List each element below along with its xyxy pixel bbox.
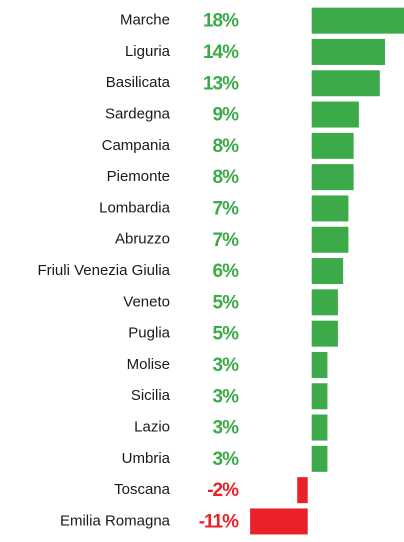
bar (311, 70, 380, 97)
category-label: Veneto (123, 293, 170, 310)
bar (311, 7, 404, 34)
bar (311, 383, 328, 410)
category-label: Basilicata (106, 74, 171, 91)
value-label: 8% (213, 167, 240, 188)
value-label: 3% (213, 386, 240, 407)
category-label: Sardegna (105, 106, 171, 123)
bar (297, 477, 308, 504)
category-label: Lazio (134, 419, 170, 436)
bar (311, 195, 349, 222)
bar (311, 258, 344, 285)
bar (311, 445, 328, 472)
category-label: Molise (127, 356, 170, 373)
category-label: Abruzzo (115, 231, 170, 248)
category-label: Sicilia (131, 387, 171, 404)
value-label: 7% (213, 230, 240, 251)
category-label: Toscana (114, 481, 171, 498)
category-label: Umbria (122, 450, 171, 467)
bar (311, 226, 349, 253)
value-label: 14% (203, 42, 239, 63)
value-label: 18% (203, 11, 239, 32)
bar (311, 414, 328, 441)
value-label: 3% (213, 355, 240, 376)
bar (311, 164, 354, 191)
value-label: 5% (213, 292, 240, 313)
value-label: 3% (213, 418, 240, 439)
bar (311, 132, 354, 159)
category-label: Lombardia (99, 199, 171, 216)
value-label: 7% (213, 198, 240, 219)
value-label: 3% (213, 449, 240, 470)
category-label: Piemonte (107, 168, 170, 185)
value-label: 8% (213, 136, 240, 157)
value-label: 5% (213, 324, 240, 345)
bar (311, 320, 338, 347)
bar (311, 38, 386, 65)
value-label: -2% (207, 480, 239, 501)
category-label: Puglia (128, 325, 170, 342)
value-label: 13% (203, 73, 239, 94)
bar (311, 351, 328, 378)
value-label: 6% (213, 261, 240, 282)
category-label: Marche (120, 12, 170, 29)
category-label: Liguria (125, 43, 171, 60)
value-label: 9% (213, 105, 240, 126)
bar (250, 508, 308, 535)
bar (311, 101, 359, 128)
value-label: -11% (199, 511, 239, 532)
category-label: Campania (102, 137, 171, 154)
category-label: Friuli Venezia Giulia (37, 262, 170, 279)
category-label: Emilia Romagna (60, 512, 171, 529)
bar (311, 289, 338, 316)
